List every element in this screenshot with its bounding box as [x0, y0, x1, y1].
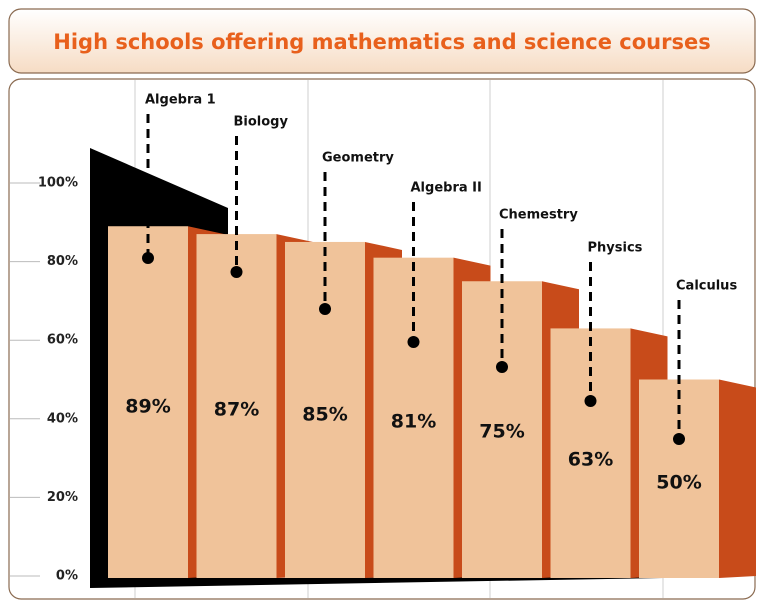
bar	[462, 281, 542, 578]
category-label: Physics	[588, 241, 643, 256]
category-label: Calculus	[676, 279, 737, 294]
value-label: 85%	[302, 404, 347, 426]
category-label: Algebra II	[411, 181, 482, 196]
leader-dot	[230, 266, 243, 278]
leader-dot	[496, 361, 508, 373]
y-tick-label: 60%	[47, 333, 78, 348]
category-label: Algebra 1	[145, 93, 216, 108]
y-tick-label: 0%	[56, 569, 78, 584]
title-box	[8, 8, 756, 74]
leader-dot	[673, 433, 685, 445]
y-tick-label: 20%	[47, 490, 78, 505]
value-label: 87%	[214, 399, 259, 421]
value-label: 89%	[125, 396, 170, 418]
value-label: 50%	[656, 472, 701, 494]
bar	[108, 226, 188, 579]
value-label: 75%	[479, 421, 524, 443]
leader-dot	[407, 336, 420, 348]
leader-dot	[142, 252, 154, 264]
leader-dot	[319, 303, 331, 315]
category-label: Chemestry	[499, 208, 578, 223]
value-label: 81%	[391, 411, 436, 433]
leader-dot	[584, 395, 597, 407]
value-label: 63%	[568, 449, 613, 471]
bar	[196, 234, 277, 578]
y-tick-label: 100%	[38, 176, 78, 191]
category-label: Geometry	[322, 151, 394, 166]
y-tick-label: 80%	[47, 254, 78, 269]
category-label: Biology	[234, 115, 289, 130]
y-tick-label: 40%	[47, 411, 78, 426]
chart-title: High schools offering mathematics and sc…	[53, 30, 710, 54]
bar-side	[719, 379, 756, 578]
